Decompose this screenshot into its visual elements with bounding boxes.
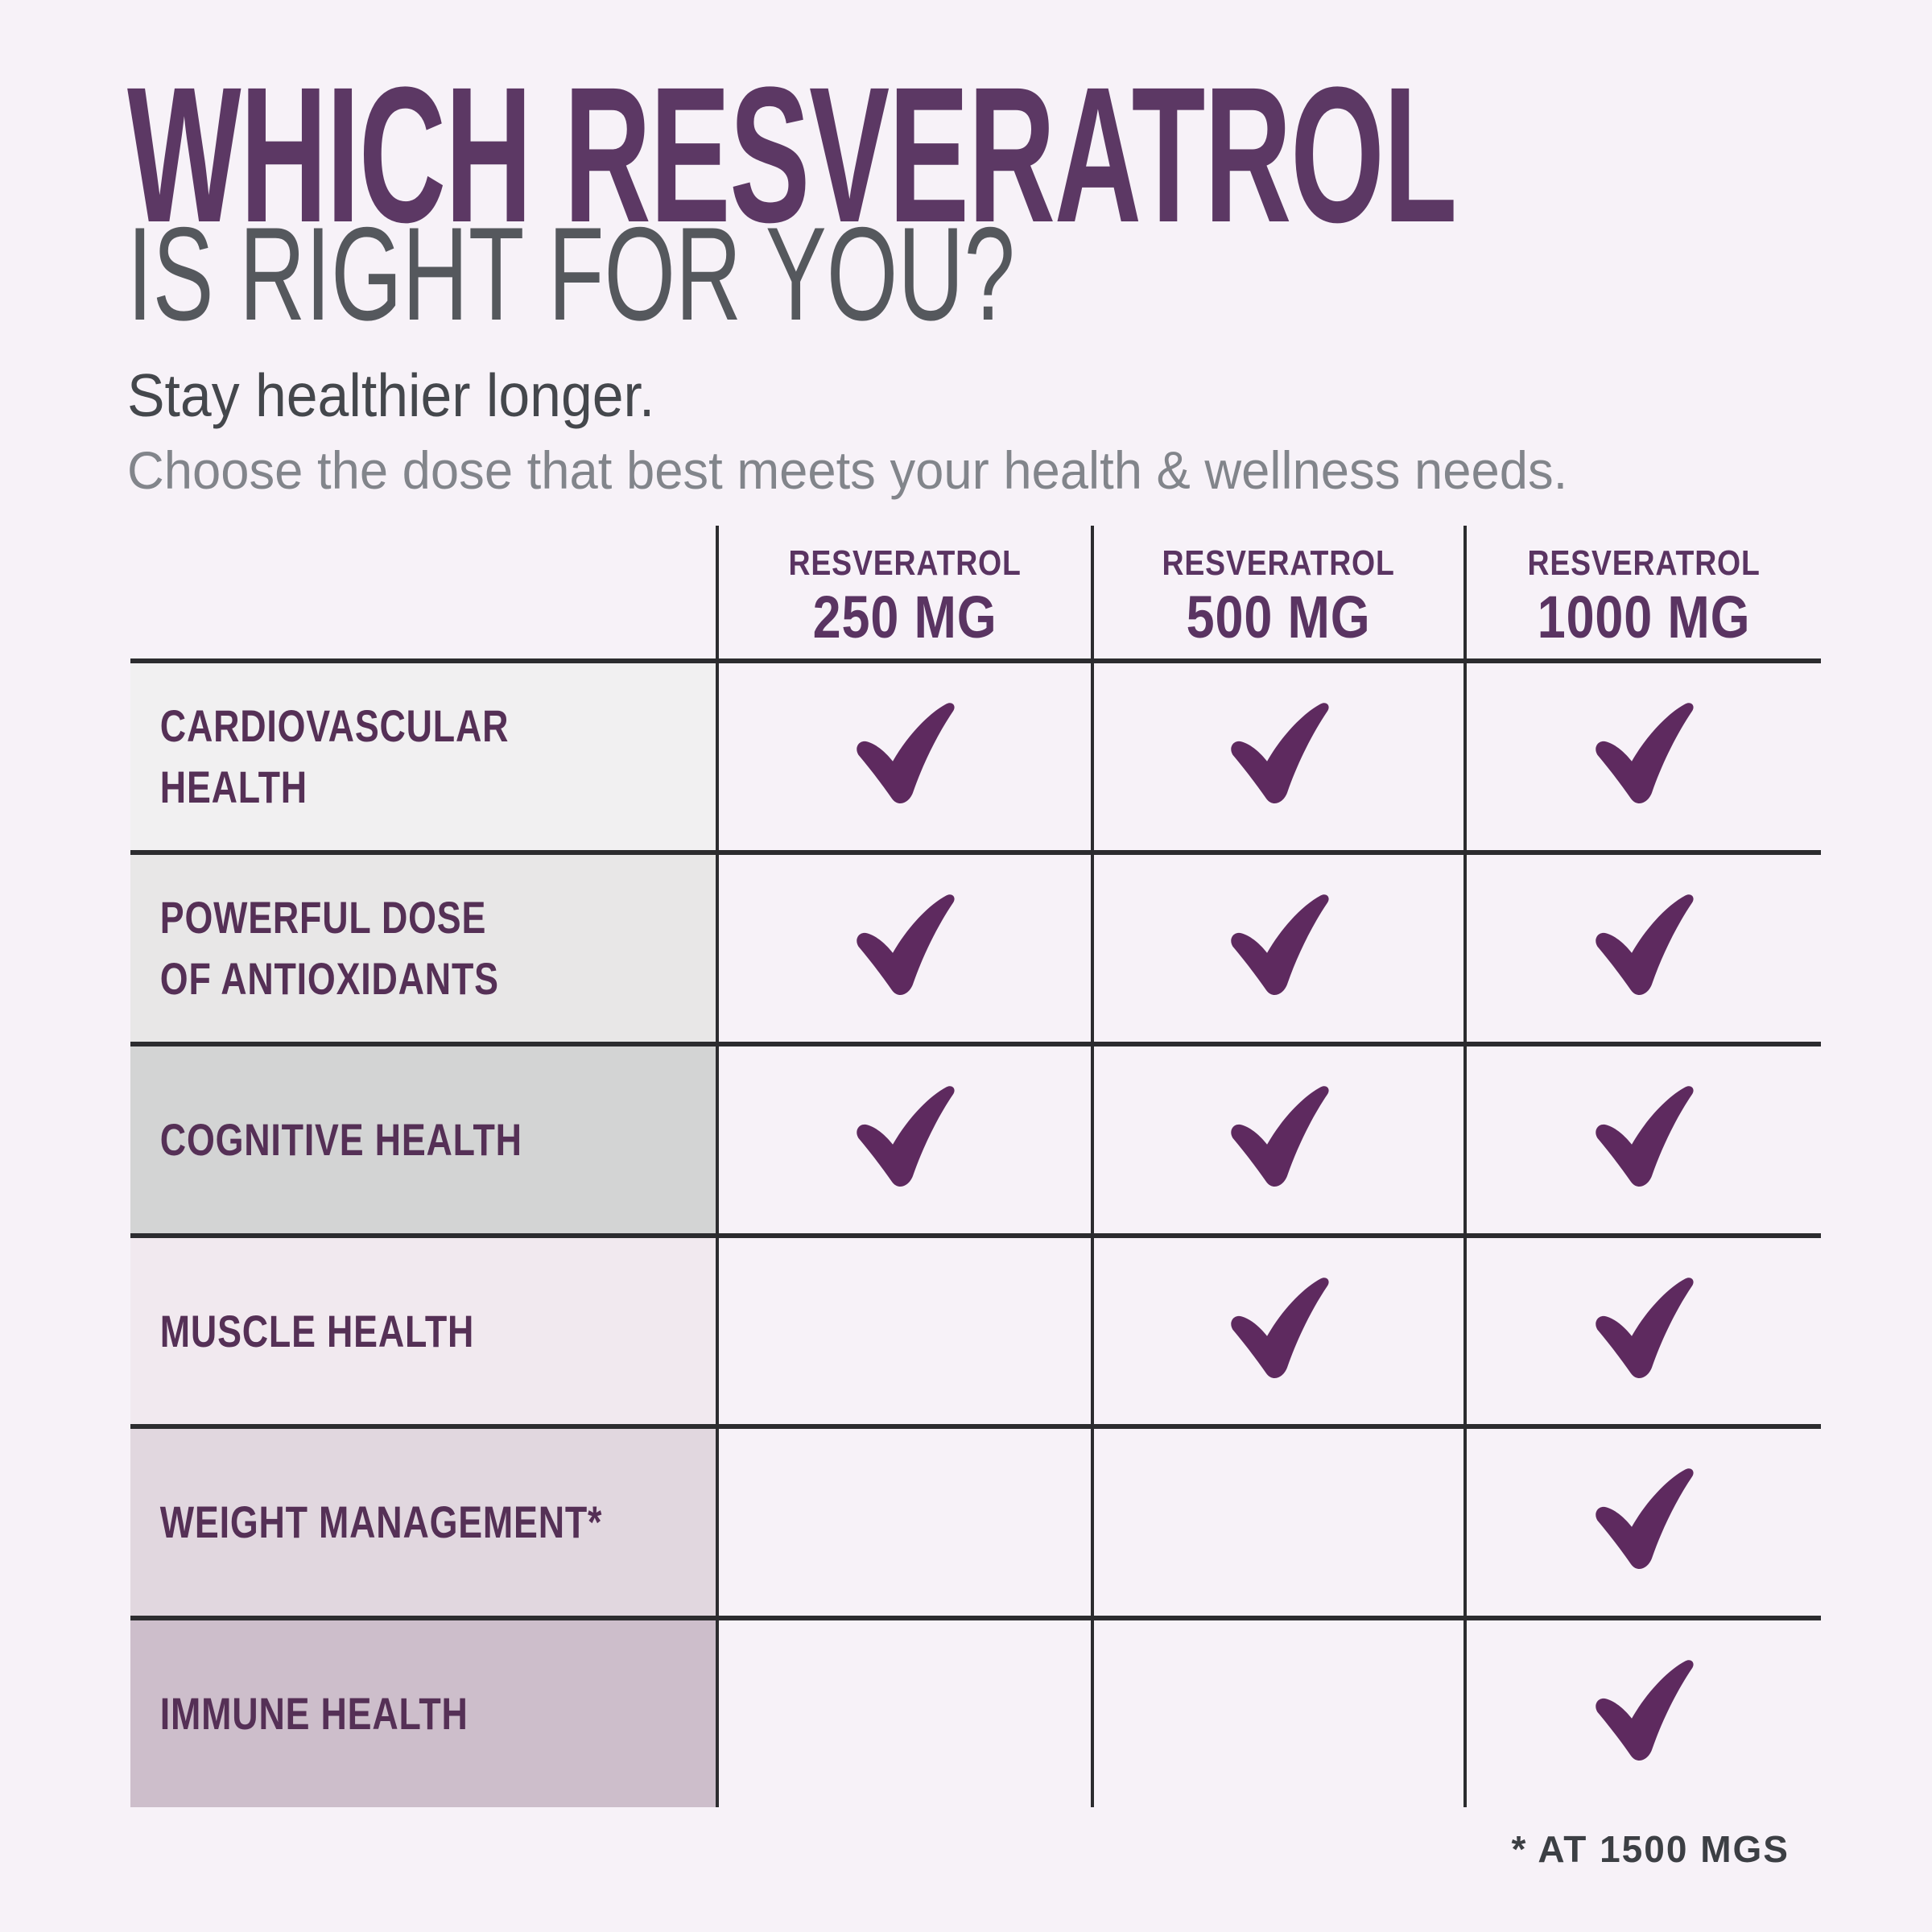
row-divider-1 — [130, 850, 1821, 855]
check-cell-antioxidants-250 — [719, 855, 1091, 1042]
row-label-text: CARDIOVASCULAR — [159, 700, 510, 752]
column-divider-1 — [716, 526, 719, 1807]
checkmark-icon — [848, 1085, 961, 1195]
column-dose: 250 MG — [812, 584, 997, 650]
checkmark-icon — [1587, 1277, 1700, 1386]
empty-cell-immune-250 — [719, 1620, 1091, 1807]
column-brand: RESVERATROL — [1527, 543, 1761, 584]
subtitle-secondary: Choose the dose that best meets your hea… — [127, 440, 1568, 500]
checkmark-icon — [1223, 702, 1335, 811]
check-cell-cardiovascular-500 — [1094, 663, 1463, 850]
page-title-line1: WHICH RESVERATROL — [127, 47, 1457, 262]
checkmark-icon — [1223, 894, 1335, 1003]
checkmark-icon — [1587, 1085, 1700, 1195]
row-label-cognitive-health: COGNITIVE HEALTH — [130, 1046, 716, 1233]
checkmark-icon — [1223, 1085, 1335, 1195]
column-brand: RESVERATROL — [788, 543, 1022, 584]
column-header-250mg: RESVERATROL 250 MG — [719, 526, 1091, 658]
checkmark-icon — [848, 894, 961, 1003]
row-divider-header — [130, 658, 1821, 663]
checkmark-icon — [1587, 702, 1700, 811]
check-cell-muscle-1000 — [1467, 1238, 1821, 1424]
check-cell-cardiovascular-1000 — [1467, 663, 1821, 850]
checkmark-icon — [1223, 1277, 1335, 1386]
row-divider-3 — [130, 1233, 1821, 1238]
row-label-weight-management: WEIGHT MANAGEMENT* — [130, 1429, 716, 1616]
checkmark-icon — [1587, 894, 1700, 1003]
empty-cell-muscle-250 — [719, 1238, 1091, 1424]
row-label-text: OF ANTIOXIDANTS — [159, 953, 499, 1004]
row-label-text: HEALTH — [159, 762, 308, 812]
empty-cell-weight-250 — [719, 1429, 1091, 1616]
column-dose: 1000 MG — [1537, 584, 1751, 650]
row-label-cardiovascular-health: CARDIOVASCULAR HEALTH — [130, 663, 716, 850]
check-cell-cognitive-500 — [1094, 1046, 1463, 1233]
column-brand: RESVERATROL — [1162, 543, 1396, 584]
row-label-text: WEIGHT MANAGEMENT* — [159, 1496, 603, 1548]
page-title-line2: IS RIGHT FOR YOU? — [127, 200, 1015, 348]
row-label-powerful-dose-of-antioxidants: POWERFUL DOSE OF ANTIOXIDANTS — [130, 855, 716, 1042]
check-cell-cognitive-250 — [719, 1046, 1091, 1233]
subtitle-primary: Stay healthier longer. — [127, 361, 655, 429]
check-cell-immune-1000 — [1467, 1620, 1821, 1807]
row-divider-4 — [130, 1424, 1821, 1429]
check-cell-cognitive-1000 — [1467, 1046, 1821, 1233]
empty-cell-immune-500 — [1094, 1620, 1463, 1807]
column-divider-3 — [1463, 526, 1467, 1807]
check-cell-muscle-500 — [1094, 1238, 1463, 1424]
column-header-500mg: RESVERATROL 500 MG — [1094, 526, 1463, 658]
check-cell-cardiovascular-250 — [719, 663, 1091, 850]
comparison-table: RESVERATROL 250 MG RESVERATROL 500 MG RE… — [130, 526, 1821, 1807]
column-header-1000mg: RESVERATROL 1000 MG — [1467, 526, 1821, 658]
empty-cell-weight-500 — [1094, 1429, 1463, 1616]
check-cell-antioxidants-1000 — [1467, 855, 1821, 1042]
row-label-text: POWERFUL DOSE — [159, 892, 487, 943]
row-divider-5 — [130, 1616, 1821, 1620]
checkmark-icon — [1587, 1468, 1700, 1577]
footnote: * AT 1500 MGS — [1511, 1828, 1790, 1870]
row-label-text: MUSCLE HEALTH — [159, 1305, 475, 1356]
column-dose: 500 MG — [1187, 584, 1371, 650]
row-label-text: IMMUNE HEALTH — [159, 1688, 469, 1740]
check-cell-weight-1000 — [1467, 1429, 1821, 1616]
check-cell-antioxidants-500 — [1094, 855, 1463, 1042]
row-label-immune-health: IMMUNE HEALTH — [130, 1620, 716, 1807]
checkmark-icon — [1587, 1659, 1700, 1769]
row-label-muscle-health: MUSCLE HEALTH — [130, 1238, 716, 1424]
row-divider-2 — [130, 1042, 1821, 1046]
column-divider-2 — [1091, 526, 1094, 1807]
checkmark-icon — [848, 702, 961, 811]
row-label-text: COGNITIVE HEALTH — [159, 1114, 522, 1166]
